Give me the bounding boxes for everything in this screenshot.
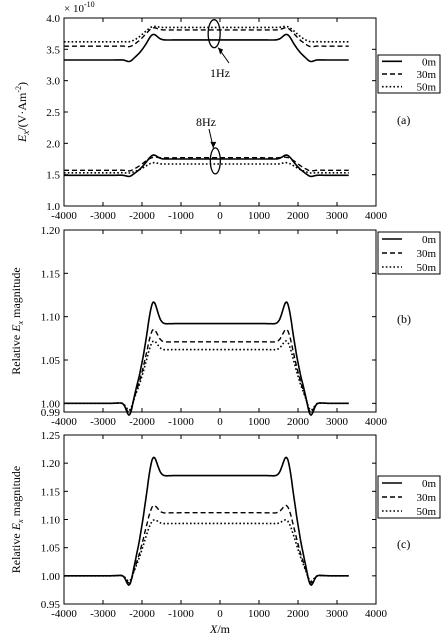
x-tick-label: 1000 bbox=[248, 608, 271, 620]
series-line-30m bbox=[64, 328, 349, 414]
y-axis-label: Relative Ex magnitude bbox=[9, 267, 25, 375]
plot-frame bbox=[63, 434, 377, 605]
y-tick-label: 1.15 bbox=[41, 486, 61, 498]
y-tick-label: 2.0 bbox=[46, 138, 60, 150]
y-tick-label: 1.10 bbox=[41, 515, 61, 527]
x-tick-label: -1000 bbox=[168, 210, 194, 222]
x-tick-label: -1000 bbox=[168, 608, 194, 620]
y-tick-label: 2.5 bbox=[46, 107, 60, 119]
y-tick-label: 1.05 bbox=[41, 355, 61, 367]
series-line-0m-8Hz bbox=[64, 154, 349, 178]
y-tick-label: 3.5 bbox=[46, 44, 60, 56]
annotation-ellipse-8hz bbox=[209, 147, 221, 175]
x-tick-label: 3000 bbox=[326, 608, 349, 620]
legend-label-30m: 30m bbox=[416, 248, 436, 260]
series-line-30m-1Hz bbox=[64, 27, 349, 48]
series-line-0m bbox=[64, 456, 349, 587]
x-tick-label: -2000 bbox=[129, 210, 155, 222]
x-tick-label: -3000 bbox=[90, 608, 116, 620]
series-line-0m bbox=[64, 301, 349, 416]
chart-panel-a: -4000 -3000 -2000 -1000 0 1000 2000 3000 4000 1.0… bbox=[14, 0, 441, 222]
annotation-1hz: 1Hz bbox=[210, 66, 230, 80]
legend-label-0m: 0m bbox=[422, 234, 437, 246]
x-tick-label: 1000 bbox=[248, 210, 271, 222]
y-tick-label: 1.00 bbox=[41, 398, 61, 410]
axis-multiplier: × 10-10 bbox=[64, 0, 95, 15]
y-tick-label: 1.5 bbox=[46, 170, 60, 182]
annotation-8hz: 8Hz bbox=[196, 115, 216, 129]
panel-label: (c) bbox=[397, 537, 410, 551]
annotation-arrowhead-8hz bbox=[210, 141, 217, 148]
y-tick-label: 1.10 bbox=[41, 312, 61, 324]
plot-frame bbox=[63, 17, 377, 207]
series-line-0m-1Hz bbox=[64, 33, 349, 63]
y-tick-label: 1.15 bbox=[41, 268, 61, 280]
legend-label-50m: 50m bbox=[416, 262, 436, 274]
annotation-arrowhead-1hz bbox=[218, 47, 224, 55]
y-tick-label: 1.25 bbox=[41, 430, 61, 442]
legend-label-0m: 0m bbox=[422, 56, 437, 68]
x-tick-label: 2000 bbox=[287, 608, 310, 620]
x-tick-label: 2000 bbox=[287, 416, 310, 428]
legend-label-50m: 50m bbox=[416, 82, 436, 94]
x-tick-label: 4000 bbox=[365, 416, 388, 428]
legend-label-50m: 50m bbox=[416, 506, 436, 518]
panel-label: (a) bbox=[397, 113, 410, 127]
legend: 0m 30m 50m bbox=[377, 475, 441, 519]
y-tick-label: 1.00 bbox=[41, 571, 61, 583]
x-tick-label: 0 bbox=[217, 416, 223, 428]
x-tick-label: 4000 bbox=[365, 210, 388, 222]
y-tick-label: 1.20 bbox=[41, 225, 61, 237]
chart-panel-b: -4000 -3000 -2000 -1000 0 1000 2000 3000 4000 0.9… bbox=[9, 225, 441, 428]
legend-label-30m: 30m bbox=[416, 69, 436, 81]
y-tick-label: 4.0 bbox=[46, 13, 60, 25]
legend-label-30m: 30m bbox=[416, 492, 436, 504]
x-tick-label: 3000 bbox=[326, 210, 349, 222]
x-tick-label: -3000 bbox=[90, 416, 116, 428]
x-tick-label: -1000 bbox=[168, 416, 194, 428]
y-tick-label: 0.95 bbox=[41, 599, 61, 611]
y-axis-label: Relative Ex magnitude bbox=[9, 466, 25, 574]
y-axis-label: Ex/(V·Am-2) bbox=[14, 82, 31, 143]
x-tick-label: -2000 bbox=[129, 416, 155, 428]
series-line-50m bbox=[64, 519, 349, 583]
x-tick-label: 0 bbox=[217, 210, 223, 222]
series-line-30m-8Hz bbox=[64, 156, 349, 172]
x-tick-label: -2000 bbox=[129, 608, 155, 620]
x-tick-label: 2000 bbox=[287, 210, 310, 222]
series-line-50m-8Hz bbox=[64, 161, 349, 174]
x-tick-label: -3000 bbox=[90, 210, 116, 222]
legend-label-0m: 0m bbox=[422, 478, 437, 490]
x-axis-label: X/m bbox=[209, 622, 231, 636]
x-tick-label: -4000 bbox=[51, 608, 77, 620]
x-tick-label: 1000 bbox=[248, 416, 271, 428]
y-tick-label: 1.0 bbox=[46, 201, 60, 213]
annotation-ellipse-1hz bbox=[207, 19, 221, 49]
y-tick-label: 1.05 bbox=[41, 543, 61, 555]
plot-frame bbox=[63, 229, 377, 413]
x-tick-label: 3000 bbox=[326, 416, 349, 428]
series-line-50m bbox=[64, 340, 349, 412]
panel-label: (b) bbox=[397, 312, 411, 326]
y-tick-label: 1.20 bbox=[41, 458, 61, 470]
y-tick-label: 3.0 bbox=[46, 76, 60, 88]
y-tick-label: 0.99 bbox=[41, 407, 61, 419]
x-tick-label: -4000 bbox=[51, 210, 77, 222]
x-tick-label: 4000 bbox=[365, 608, 388, 620]
legend: 0m 30m 50m bbox=[377, 231, 441, 275]
chart-panel-c: -4000 -3000 -2000 -1000 0 1000 2000 3000 4000 0.9… bbox=[9, 430, 441, 620]
x-tick-label: 0 bbox=[217, 608, 223, 620]
x-tick-label: -4000 bbox=[51, 416, 77, 428]
